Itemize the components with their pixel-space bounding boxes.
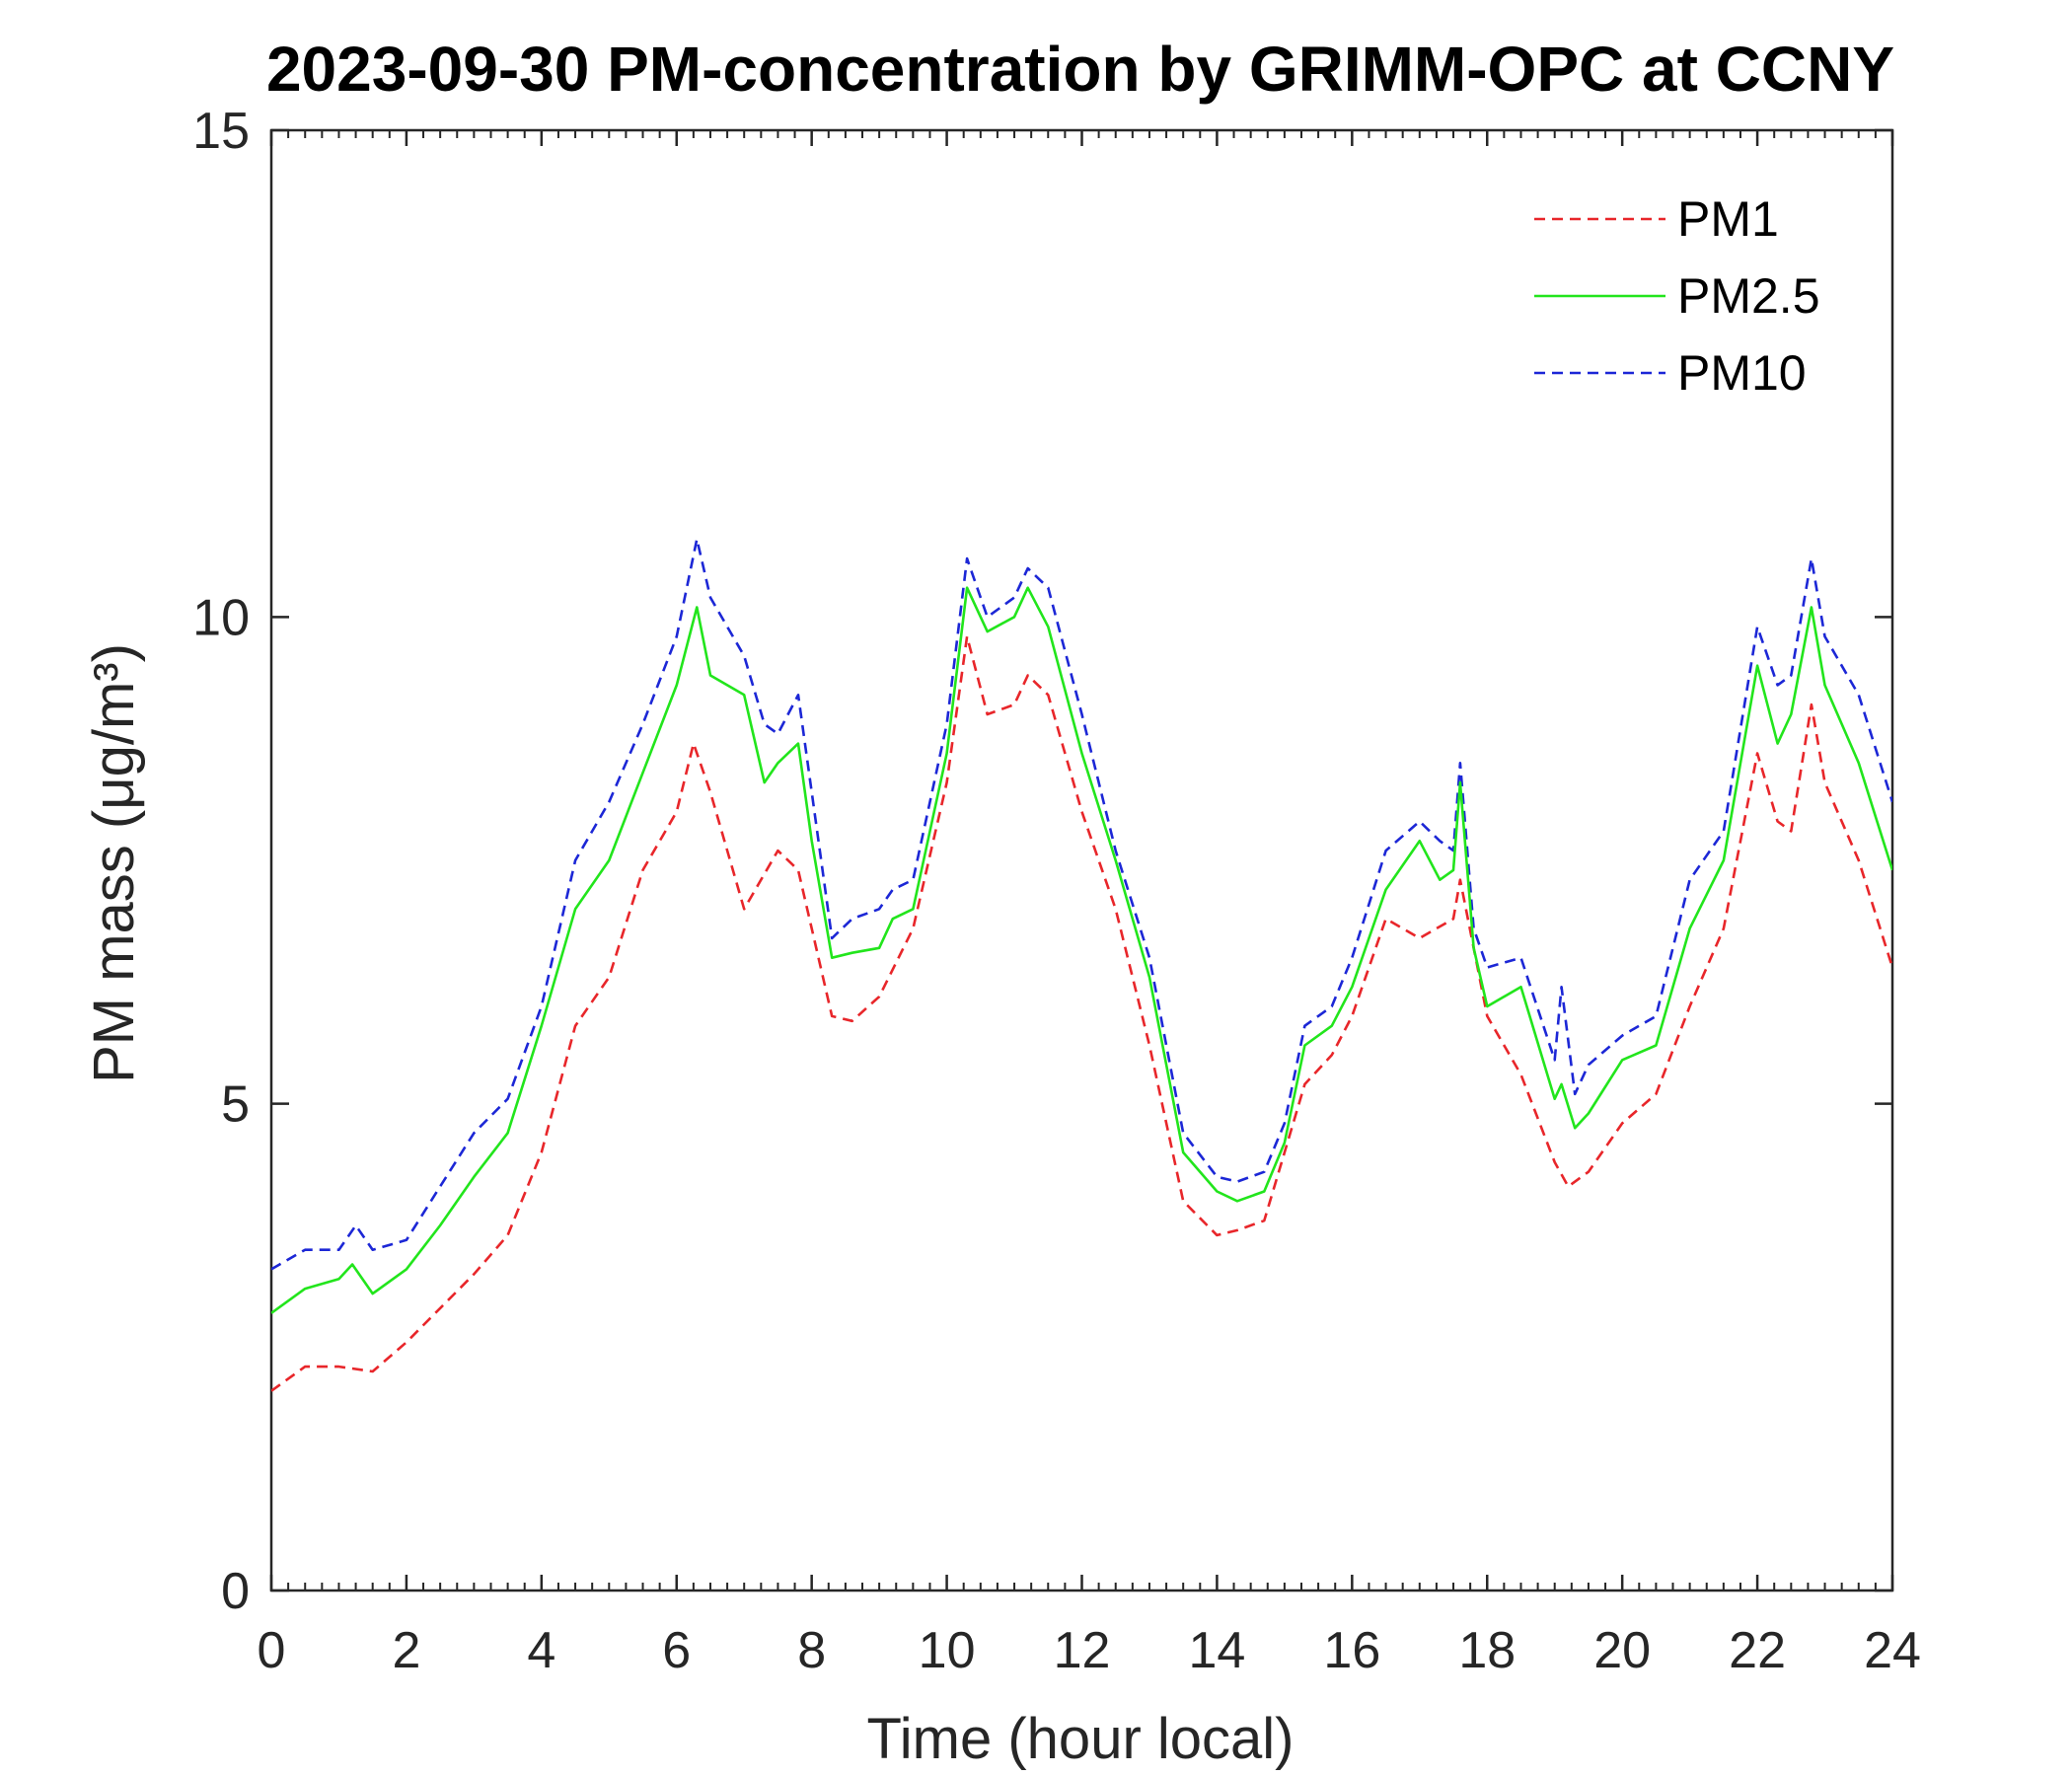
chart-title: 2023-09-30 PM-concentration by GRIMM-OPC… [266, 34, 1894, 105]
x-tick-label: 14 [1188, 1622, 1245, 1679]
x-tick-label: 22 [1729, 1622, 1786, 1679]
legend-label: PM1 [1677, 191, 1779, 247]
legend: PM1 PM2.5 PM10 [1534, 191, 1820, 401]
x-tick-label: 6 [662, 1622, 691, 1679]
series-line-pm1 [271, 634, 1892, 1392]
y-tick-label: 5 [221, 1076, 250, 1134]
x-tick-label: 18 [1458, 1622, 1516, 1679]
x-tick-label: 24 [1864, 1622, 1921, 1679]
x-tick-label: 20 [1593, 1622, 1651, 1679]
x-tick-label: 4 [527, 1622, 555, 1679]
x-tick-label: 8 [797, 1622, 826, 1679]
y-tick-label: 15 [192, 103, 250, 160]
y-axis-label: PM mass (μg/m³) [82, 643, 146, 1083]
series-line-pm10 [271, 538, 1892, 1271]
x-tick-label: 12 [1054, 1622, 1111, 1679]
x-tick-label: 10 [919, 1622, 976, 1679]
y-tick-label: 0 [221, 1563, 250, 1620]
x-tick-label: 0 [258, 1622, 286, 1679]
series-line-pm2-5 [271, 586, 1892, 1314]
x-axis-label: Time (hour local) [867, 1707, 1295, 1771]
y-tick-label: 10 [192, 589, 250, 646]
x-tick-label: 2 [392, 1622, 420, 1679]
x-tick-label: 16 [1323, 1622, 1380, 1679]
legend-label: PM10 [1677, 345, 1807, 401]
legend-label: PM2.5 [1677, 268, 1820, 324]
